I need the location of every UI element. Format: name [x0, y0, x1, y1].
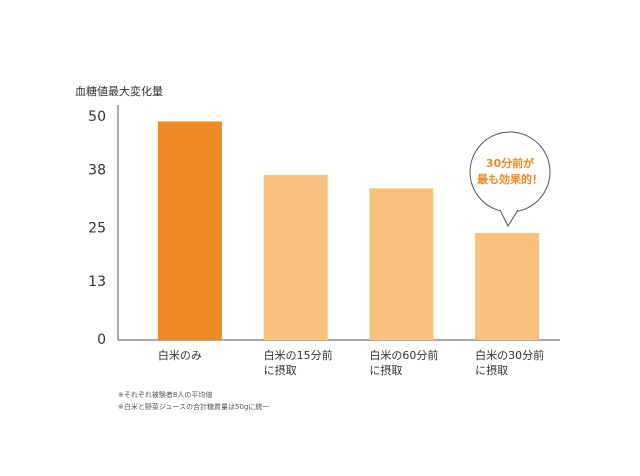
x-tick-label: 白米の15分前 に摂取: [263, 349, 333, 377]
x-tick-label: 白米の60分前 に摂取: [369, 349, 439, 377]
bar: [157, 121, 222, 341]
bar: [369, 188, 434, 340]
bar: [263, 174, 328, 340]
annotation: 30分前が 最も効果的！: [477, 157, 543, 186]
note: ※白米と野菜ジュースの合計糖質量は50gに統一: [118, 403, 270, 411]
speech-bubble: [469, 131, 551, 228]
x-tick-label: 白米のみ: [157, 349, 202, 362]
bar: [475, 232, 540, 340]
note: ※それぞれ被験者8人の平均値: [118, 391, 213, 399]
y-tick-label: 13: [88, 274, 106, 290]
y-axis-label: 血糖値最大変化量: [75, 84, 163, 98]
y-tick-label: 50: [88, 109, 106, 125]
y-tick-label: 0: [97, 332, 106, 348]
y-tick-label: 38: [88, 163, 106, 179]
y-tick-label: 25: [88, 221, 106, 237]
x-tick-label: 白米の30分前 に摂取: [475, 349, 545, 377]
